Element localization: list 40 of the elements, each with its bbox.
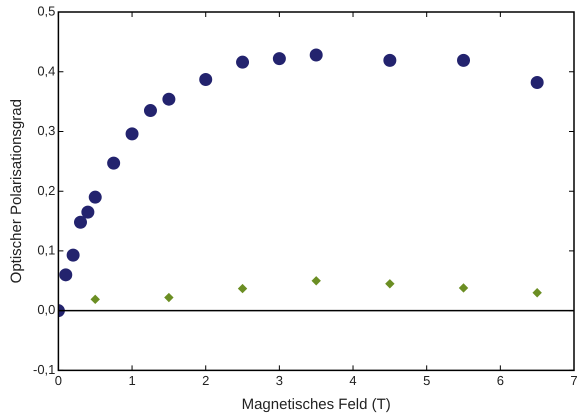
point [164,293,174,302]
point [310,48,323,62]
y-tick-label: 0,1 [37,242,56,258]
y-tick-label: 0,0 [37,302,56,318]
point [199,73,212,86]
point [272,52,286,66]
point [107,156,120,170]
x-tick-label: 1 [128,372,136,388]
x-axis-title: Magnetisches Feld (T) [242,396,391,414]
point [126,127,139,140]
point [530,76,544,89]
x-tick-label: 4 [349,372,357,388]
point [144,104,157,118]
point [66,248,80,262]
x-tick-label: 6 [496,372,504,388]
point [162,92,176,106]
point [236,56,250,69]
point [385,279,394,288]
point [459,283,468,292]
x-tick-label: 0 [54,372,62,388]
x-tick-label: 2 [202,372,210,388]
point [238,284,248,294]
point [383,54,396,67]
x-tick-label: 5 [423,372,430,388]
y-tick-label: 0,4 [37,63,56,78]
y-axis-title: Optischer Polarisationsgrad [8,99,26,284]
point [81,206,94,219]
x-tick-label: 7 [570,372,578,388]
x-tick-label: 3 [276,372,283,388]
y-tick-label: -0,1 [32,362,56,377]
point [90,294,100,304]
y-tick-label: 0,2 [37,182,56,198]
y-tick-label: 0,3 [37,123,56,138]
y-tick-label: 0,5 [37,4,56,19]
point [74,216,87,229]
point [457,54,470,67]
point [59,268,72,282]
point [312,276,321,286]
point [88,190,102,204]
point [532,288,542,298]
